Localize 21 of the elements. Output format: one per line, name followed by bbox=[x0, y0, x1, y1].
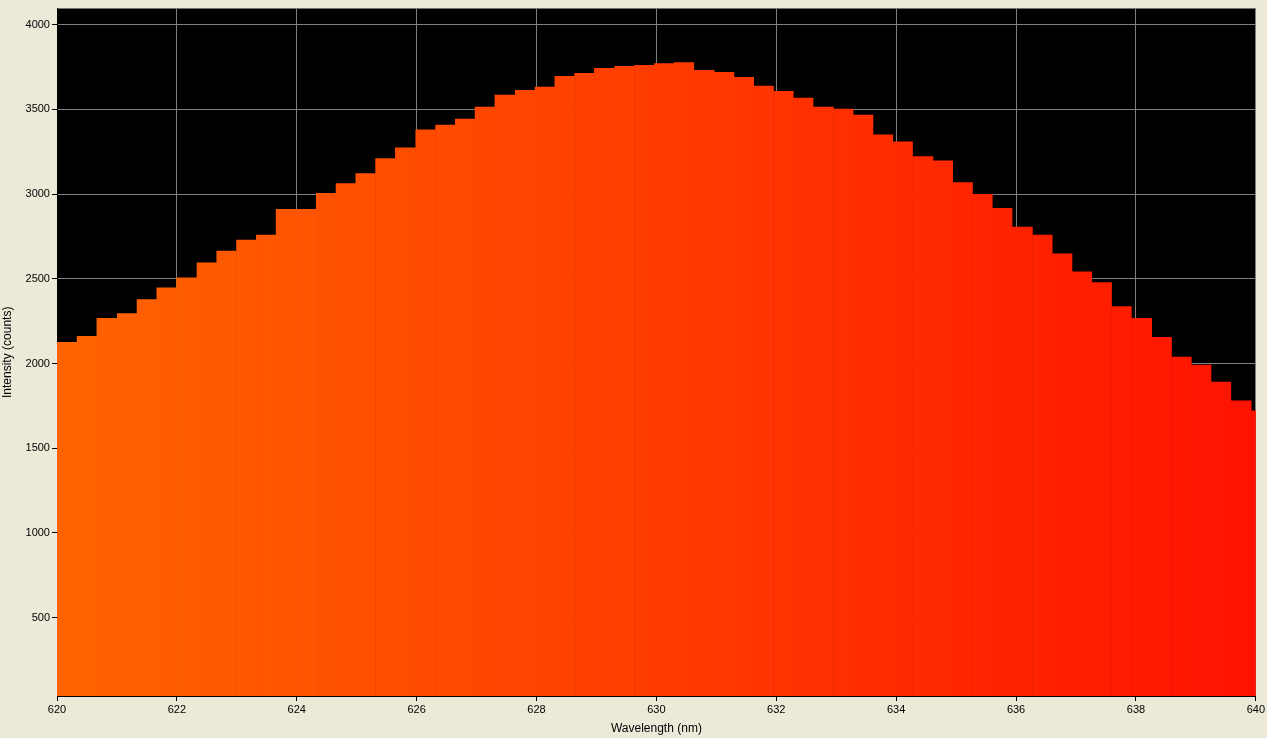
y-tick-label: 3500 bbox=[25, 102, 50, 115]
x-tick-label: 630 bbox=[647, 702, 666, 715]
y-tick-label: 1500 bbox=[25, 441, 50, 454]
x-tick-label: 622 bbox=[167, 702, 187, 715]
y-tick-label: 500 bbox=[31, 610, 50, 623]
x-tick-label: 640 bbox=[1246, 702, 1265, 715]
x-tick-label: 628 bbox=[527, 702, 546, 715]
y-axis-title: Intensity (counts) bbox=[0, 306, 14, 398]
y-tick-label: 2000 bbox=[25, 356, 50, 369]
x-tick-label: 636 bbox=[1006, 702, 1026, 715]
y-tick-label: 1000 bbox=[25, 525, 50, 538]
x-tick-label: 624 bbox=[287, 702, 306, 715]
x-tick-label: 632 bbox=[767, 702, 786, 715]
y-tick-label: 2500 bbox=[25, 271, 50, 284]
x-tick-label: 620 bbox=[47, 702, 67, 715]
y-tick-label: 3000 bbox=[25, 187, 50, 200]
x-tick-label: 626 bbox=[407, 702, 426, 715]
x-tick-label: 634 bbox=[887, 702, 906, 715]
x-tick-label: 638 bbox=[1126, 702, 1146, 715]
y-tick-label: 4000 bbox=[25, 17, 50, 30]
x-axis-title: Wavelength (nm) bbox=[610, 721, 702, 736]
